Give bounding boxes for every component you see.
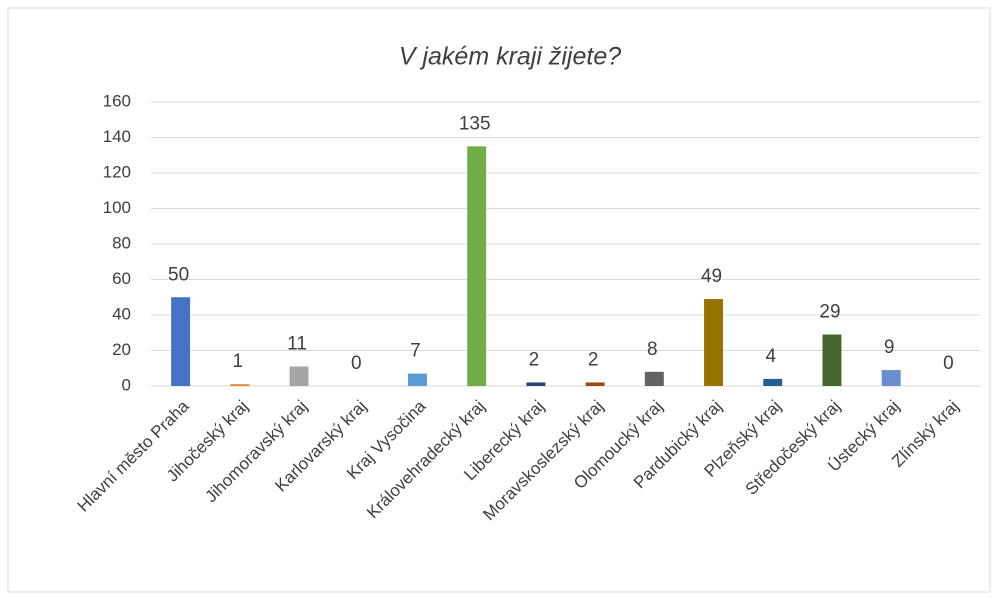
data-label: 2 (588, 349, 599, 370)
data-label: 9 (884, 337, 895, 358)
bar (881, 370, 901, 386)
data-label: 11 (287, 333, 307, 354)
y-tick-label: 100 (103, 198, 131, 217)
bar (230, 384, 250, 386)
data-label: 4 (765, 346, 776, 367)
data-label: 49 (701, 266, 722, 287)
bar (704, 299, 724, 386)
y-tick-label: 20 (112, 340, 131, 359)
data-label: 0 (351, 353, 362, 374)
bar (289, 366, 309, 386)
bar (407, 373, 427, 386)
y-tick-label: 140 (103, 127, 131, 146)
data-label: 7 (410, 341, 421, 362)
data-label: 0 (943, 353, 954, 374)
bar (467, 146, 487, 386)
y-tick-label: 160 (103, 91, 131, 110)
data-label: 135 (459, 113, 491, 134)
data-label: 8 (647, 339, 658, 360)
data-label: 1 (233, 351, 244, 372)
data-label: 29 (819, 302, 840, 323)
bar (171, 297, 191, 386)
bar (585, 382, 605, 386)
y-tick-label: 120 (103, 162, 131, 181)
y-tick-label: 80 (112, 233, 131, 252)
bar (644, 371, 664, 386)
y-tick-label: 40 (112, 304, 131, 323)
bar (822, 334, 842, 386)
bar (763, 378, 783, 386)
y-tick-label: 60 (112, 269, 131, 288)
bar (526, 382, 546, 386)
y-tick-label: 0 (122, 375, 131, 394)
data-label: 2 (529, 349, 540, 370)
data-label: 50 (168, 264, 189, 285)
chart-title: V jakém kraji žijete? (399, 43, 621, 71)
